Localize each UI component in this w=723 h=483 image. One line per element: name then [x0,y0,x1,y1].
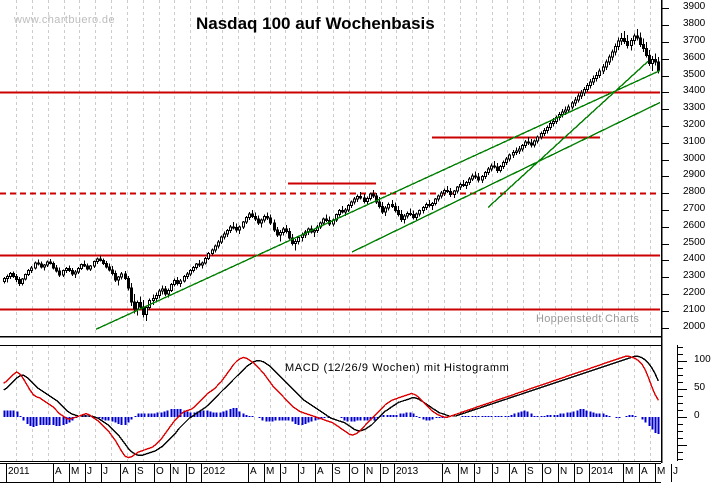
gridlines [16,0,651,461]
horizontal-annotation-lines [0,91,660,311]
macd-lines [3,355,660,459]
price-candlesticks [3,28,660,322]
macd-histogram [3,408,660,434]
trendlines [95,60,661,330]
